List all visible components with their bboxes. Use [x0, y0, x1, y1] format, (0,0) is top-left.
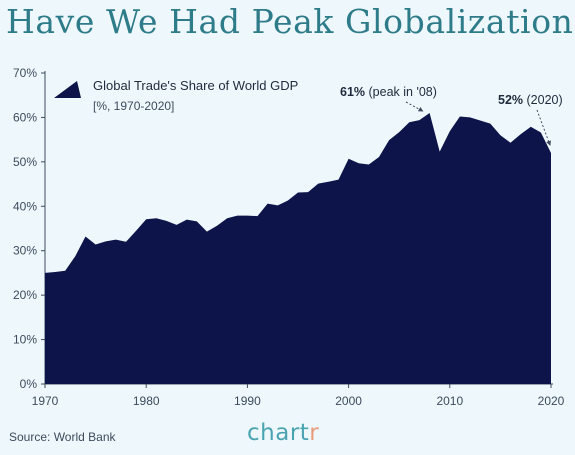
x-tick-label: 1980 — [133, 394, 160, 408]
source-note: Source: World Bank — [9, 430, 116, 444]
y-tick-label: 0% — [20, 377, 38, 391]
y-tick-label: 20% — [13, 288, 37, 302]
logo-text: chart — [247, 420, 310, 446]
trade-share-area — [45, 113, 551, 384]
peak-arrow — [405, 101, 424, 112]
logo-accent: r — [309, 420, 320, 446]
legend-sublabel: [%, 1970-2020] — [93, 99, 174, 113]
y-tick-label: 30% — [13, 244, 37, 258]
x-tick-label: 2020 — [538, 394, 565, 408]
chartr-logo: chartr — [247, 420, 319, 446]
legend-label: Global Trade's Share of World GDP — [93, 78, 298, 93]
latest-annotation: 52% (2020) — [498, 93, 563, 107]
y-tick-label: 40% — [13, 199, 37, 213]
x-tick-label: 2010 — [436, 394, 463, 408]
y-axis: 0% 10% 20% 30% 40% 50% 60% 70% — [13, 66, 46, 391]
chart-title: Have We Had Peak Globalization? — [6, 2, 575, 41]
peak-annotation: 61% (peak in '08) — [340, 85, 437, 99]
x-tick-label: 1990 — [234, 394, 261, 408]
x-tick-label: 1970 — [32, 394, 59, 408]
y-tick-label: 60% — [13, 110, 37, 124]
annotations: 61% (peak in '08) 52% (2020) — [340, 85, 563, 146]
y-tick-label: 50% — [13, 155, 37, 169]
x-axis: 1970 1980 1990 2000 2010 2020 — [32, 383, 565, 408]
legend: Global Trade's Share of World GDP [%, 197… — [54, 78, 298, 113]
y-tick-label: 10% — [13, 333, 37, 347]
legend-swatch — [54, 81, 81, 98]
x-tick-label: 2000 — [335, 394, 362, 408]
y-tick-label: 70% — [13, 66, 37, 80]
